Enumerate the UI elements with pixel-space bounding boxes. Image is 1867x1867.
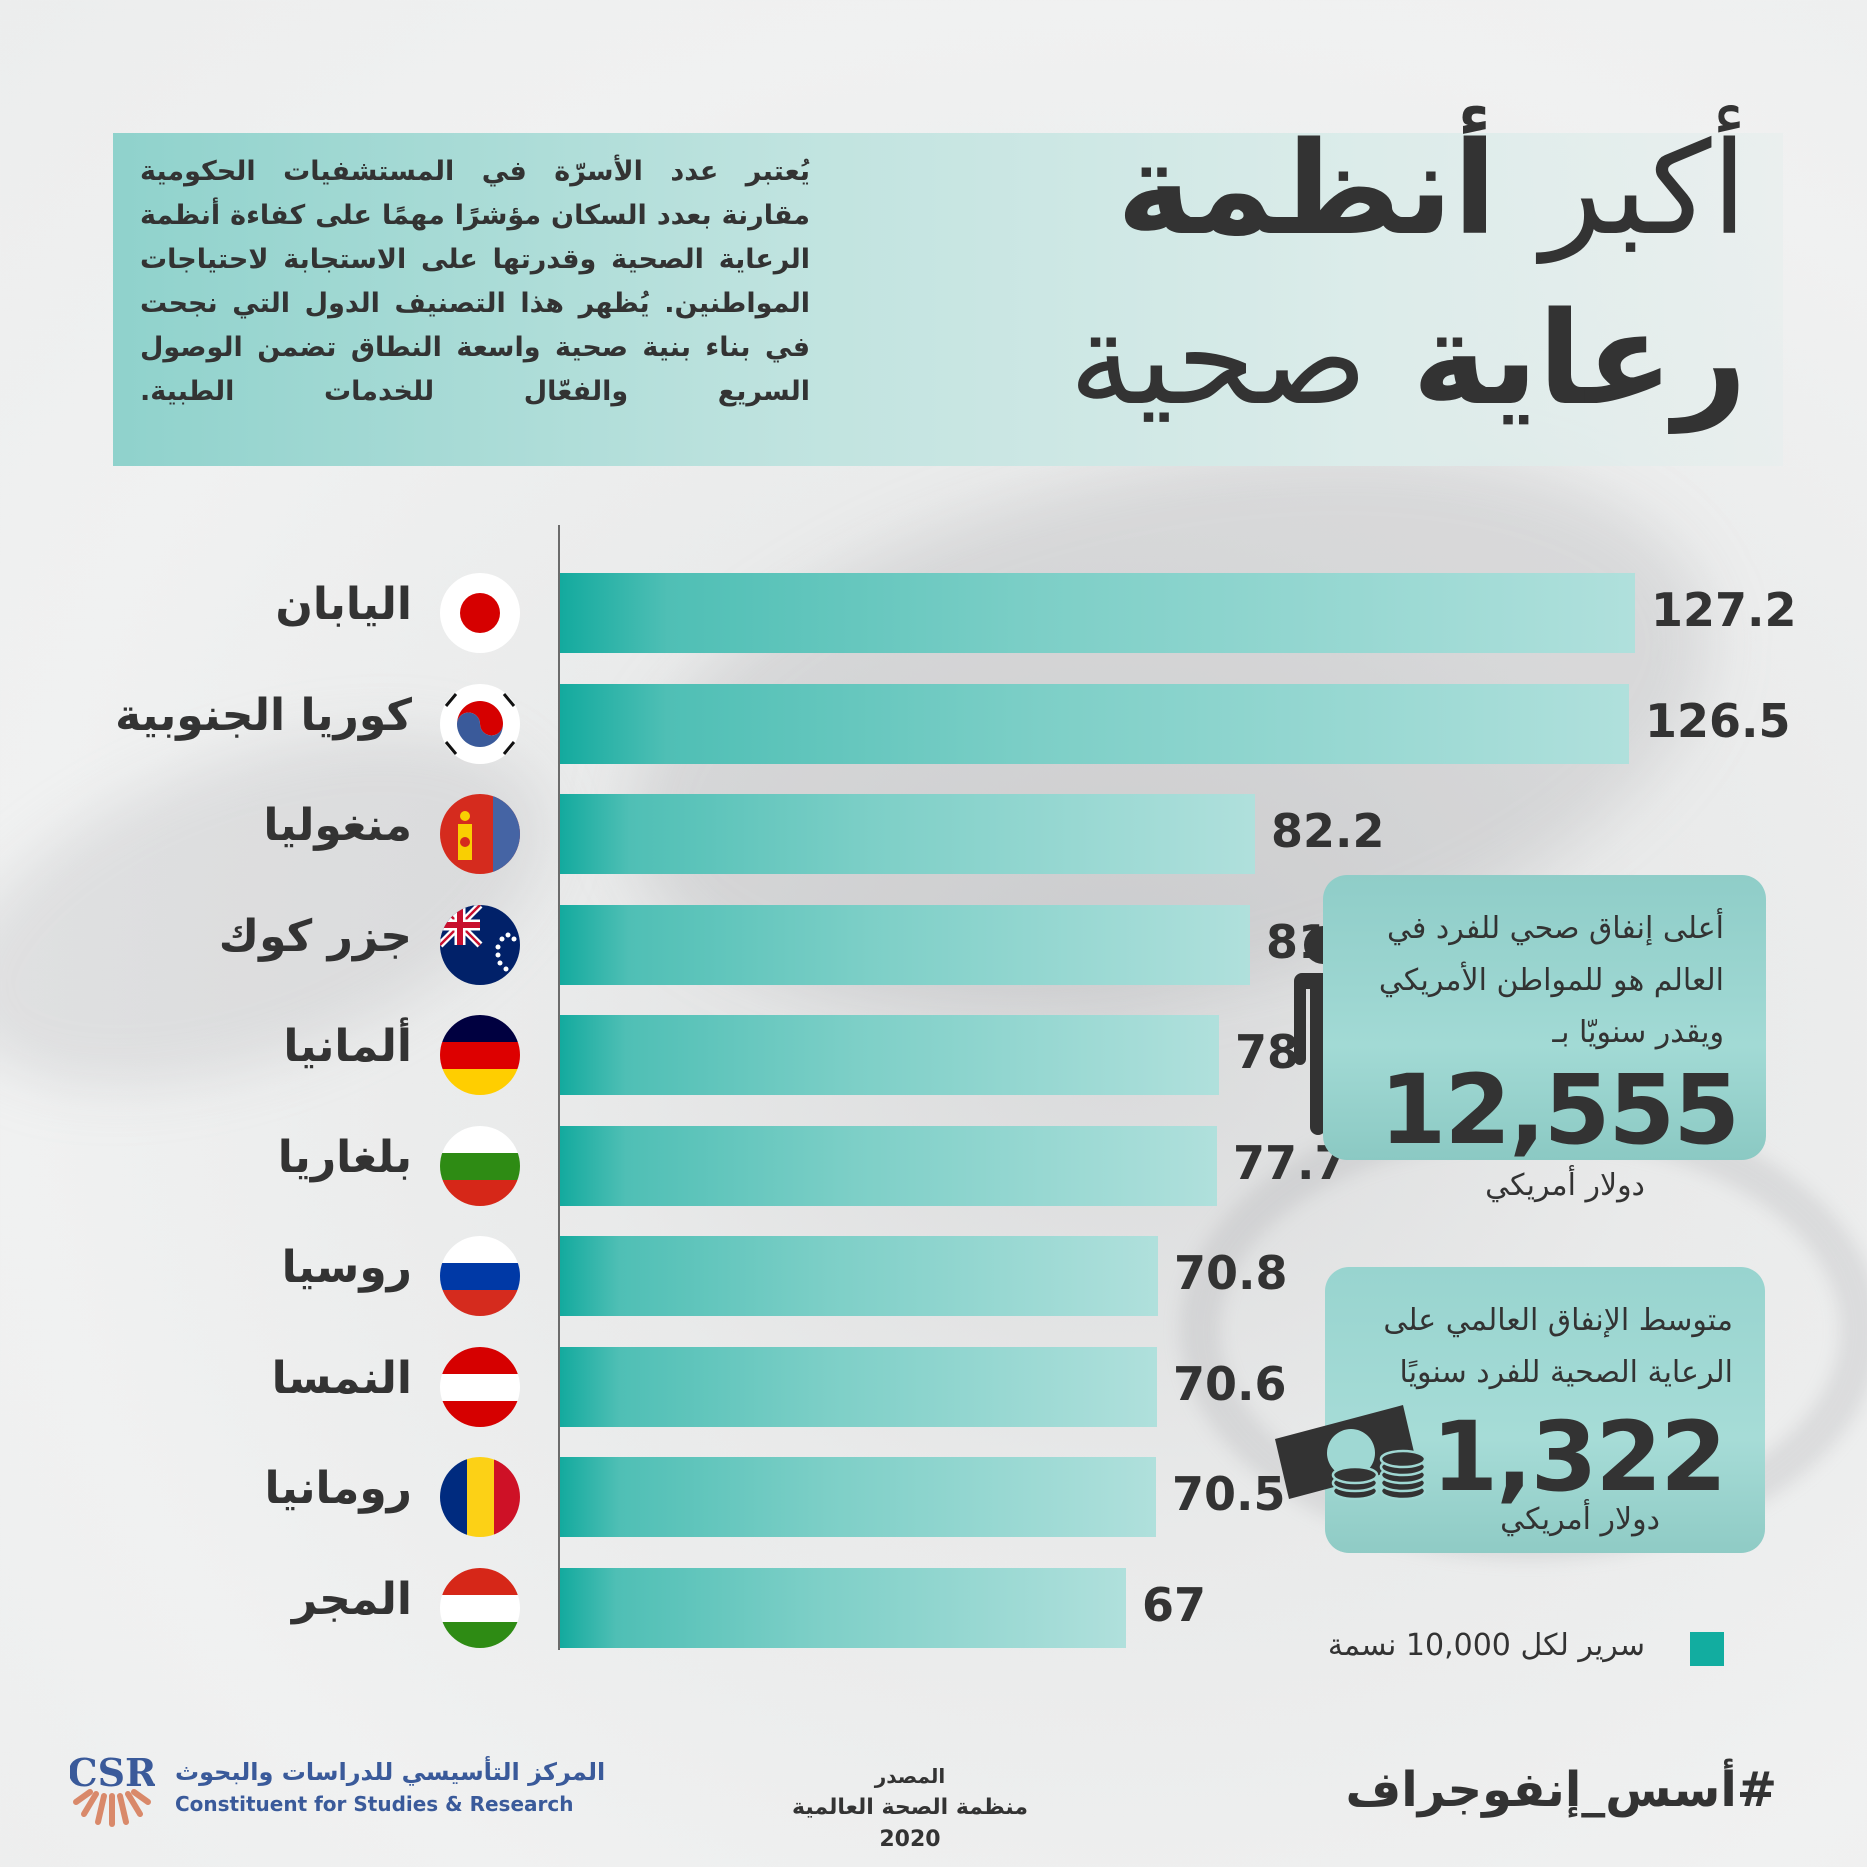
bar	[560, 573, 1635, 653]
title-word-care: رعاية	[1412, 285, 1747, 434]
country-label: المجر	[291, 1573, 412, 1625]
chart-row: بلغاريا 77.7	[0, 1125, 1867, 1206]
csr-logo-icon: CSR	[70, 1750, 155, 1827]
value-label: 70.5	[1172, 1467, 1286, 1521]
source-credit: المصدر منظمة الصحة العالمية 2020	[760, 1760, 1060, 1856]
bar	[560, 1125, 1217, 1206]
mongolia-flag-icon	[440, 794, 520, 874]
chart-row: جزر كوك81.6	[0, 904, 1867, 985]
title-line-2: رعاية صحية	[867, 275, 1747, 445]
bar	[560, 1457, 1156, 1537]
bar	[560, 794, 1255, 874]
org-name-arabic: المركز التأسيسي للدراسات والبحوث	[175, 1758, 606, 1786]
chart-row: النمسا 70.6	[0, 1346, 1867, 1427]
value-label: 82.2	[1271, 804, 1385, 858]
chart-row: كوريا الجنوبية 126.5	[0, 683, 1867, 764]
country-label: جزر كوك	[218, 910, 412, 962]
bar	[560, 1346, 1157, 1427]
title-word-systems: أنظمة	[1116, 115, 1497, 264]
title-word-health: صحية	[1069, 285, 1368, 434]
page-title: أكبر أنظمة رعاية صحية	[867, 105, 1747, 445]
chart-legend: سرير لكل 10,000 نسمة	[1265, 1628, 1725, 1668]
source-text: منظمة الصحة العالمية 2020	[792, 1795, 1028, 1852]
org-name-english: Constituent for Studies & Research	[175, 1792, 574, 1816]
south-korea-flag-icon	[440, 683, 520, 764]
value-label: 70.8	[1174, 1246, 1288, 1300]
country-label: بلغاريا	[277, 1131, 412, 1183]
bar	[560, 683, 1629, 764]
value-label: 126.5	[1645, 693, 1791, 748]
us-spending-text: أعلى إنفاق صحي للفرد في العالم هو للمواط…	[1378, 911, 1724, 1050]
value-label: 78	[1235, 1025, 1300, 1079]
bar	[560, 904, 1250, 985]
germany-flag-icon	[440, 1015, 520, 1095]
russia-flag-icon	[440, 1236, 520, 1316]
chart-row: روسيا 70.8	[0, 1236, 1867, 1316]
country-label: اليابان	[275, 579, 412, 630]
chart-row: المجر 67	[0, 1567, 1867, 1648]
cook-islands-flag-icon	[440, 904, 520, 985]
chart-row: منغوليا 82.2	[0, 794, 1867, 874]
bar	[560, 1236, 1158, 1316]
bar	[560, 1015, 1219, 1095]
romania-flag-icon	[440, 1457, 520, 1537]
country-label: كوريا الجنوبية	[115, 689, 412, 741]
title-word-largest: أكبر	[1541, 115, 1747, 264]
title-line-1: أكبر أنظمة	[867, 105, 1747, 275]
country-label: النمسا	[271, 1352, 412, 1404]
value-label: 127.2	[1651, 583, 1797, 637]
bulgaria-flag-icon	[440, 1125, 520, 1206]
legend-swatch	[1690, 1632, 1724, 1666]
chart-axis-line	[558, 525, 560, 1650]
chart-row: ألمانيا 78	[0, 1015, 1867, 1095]
intro-panel	[113, 133, 1783, 466]
country-label: روسيا	[281, 1242, 412, 1293]
global-spending-value: 1,322	[1431, 1401, 1727, 1513]
us-spending-unit: دولار أمريكي	[1485, 1168, 1645, 1203]
us-spending-card: أعلى إنفاق صحي للفرد في العالم هو للمواط…	[1323, 875, 1766, 1160]
global-spending-unit: دولار أمريكي	[1500, 1502, 1660, 1537]
country-label: منغوليا	[263, 800, 412, 851]
value-label: 70.6	[1173, 1356, 1287, 1411]
bar	[560, 1567, 1126, 1648]
intro-paragraph: يُعتبر عدد الأسرّة في المستشفيات الحكومي…	[140, 156, 810, 407]
austria-flag-icon	[440, 1346, 520, 1427]
hungary-flag-icon	[440, 1567, 520, 1648]
country-label: ألمانيا	[283, 1021, 412, 1072]
japan-flag-icon	[440, 573, 520, 653]
country-label: رومانيا	[264, 1463, 412, 1514]
chart-row: اليابان 127.2	[0, 573, 1867, 653]
legend-label: سرير لكل 10,000 نسمة	[1327, 1628, 1645, 1663]
svg-text:CSR: CSR	[70, 1750, 155, 1795]
source-label: المصدر	[874, 1764, 946, 1788]
global-spending-text: متوسط الإنفاق العالمي على الرعاية الصحية…	[1383, 1303, 1733, 1390]
us-spending-value: 12,555	[1379, 1054, 1740, 1166]
value-label: 67	[1142, 1577, 1207, 1632]
chart-row: رومانيا 70.5	[0, 1457, 1867, 1537]
money-coins-icon	[1275, 1405, 1427, 1500]
hashtag: #أسس_إنفوجراف	[1345, 1762, 1777, 1818]
